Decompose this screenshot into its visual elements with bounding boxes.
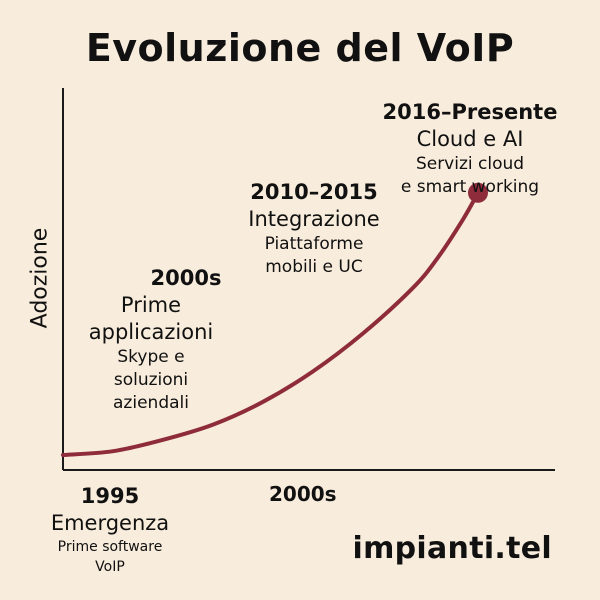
milestone-desc-line: Prime software — [57, 539, 163, 555]
milestone-phase: Cloud e AI — [416, 127, 524, 151]
x-tick-label: 2000s — [269, 482, 337, 506]
brand-logo-text: impianti.tel — [352, 531, 552, 566]
milestone-2000s: 2000s — [123, 264, 222, 292]
milestone-desc-line: mobili e UC — [265, 257, 363, 277]
milestone-desc-line: Servizi cloud — [415, 154, 525, 174]
milestone-desc-line: aziendali — [113, 393, 189, 413]
milestone-2010-2015: 2010–2015 Integrazione Piattaforme mobil… — [248, 178, 379, 279]
milestone-desc-line: Skype e — [117, 347, 185, 367]
milestone-year: 1995 — [80, 484, 140, 508]
milestone-2016-presente: 2016–Presente Cloud e AI Servizi cloud e… — [383, 98, 558, 199]
milestone-year: 2000s — [150, 266, 222, 290]
curve-endpoint-marker — [468, 182, 488, 203]
milestone-phase: Integrazione — [248, 207, 380, 231]
milestone-1995: 1995 Emergenza Prime software VoIP — [51, 482, 169, 577]
adoption-curve — [61, 190, 480, 457]
milestone-2000s-details: Prime applicazioni Skype e soluzioni azi… — [89, 292, 213, 415]
page-title: Evoluzione del VoIP — [85, 26, 515, 70]
milestone-desc-line: e smart working — [400, 177, 540, 197]
milestone-desc-line: soluzioni — [113, 370, 189, 390]
milestone-phase: Prime — [120, 293, 182, 317]
milestone-phase: Emergenza — [50, 511, 170, 535]
y-axis-label: Adozione — [27, 227, 53, 329]
milestone-phase: applicazioni — [88, 320, 214, 344]
milestone-desc-line: VoIP — [95, 559, 125, 575]
milestone-desc-line: Piattaforme — [264, 234, 364, 254]
milestone-year: 2010–2015 — [250, 180, 378, 204]
milestone-year: 2016–Presente — [382, 100, 558, 124]
